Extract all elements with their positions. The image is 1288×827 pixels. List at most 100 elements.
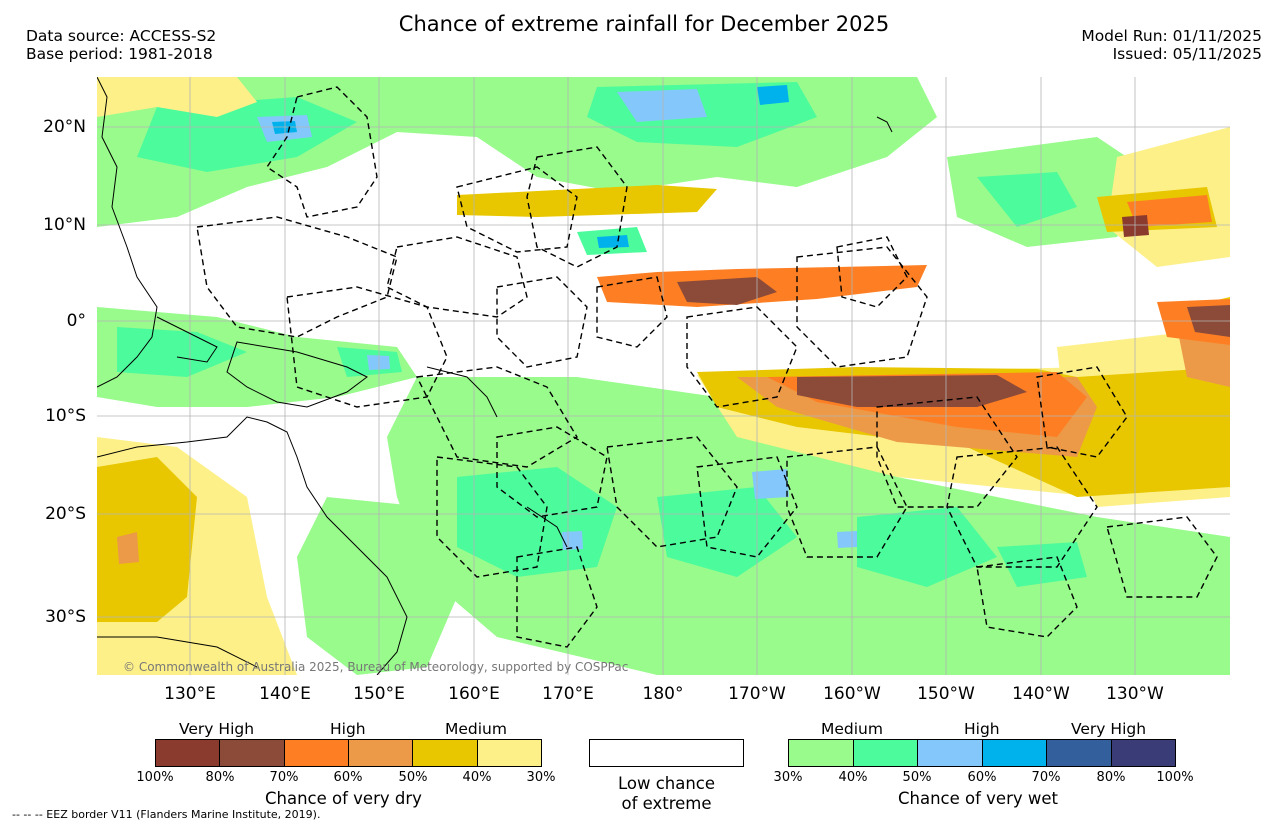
dry-region-sp-vhigh [797, 375, 1027, 407]
dry-tick-0: 100% [136, 770, 174, 785]
dry-tick-2: 70% [269, 770, 299, 785]
model-run: Model Run: 01/11/2025 [1081, 27, 1262, 45]
dry-tick-1: 80% [205, 770, 235, 785]
lon-label-170e: 170°E [542, 684, 594, 704]
eez-pitcairn [1106, 516, 1218, 598]
wet-swatch-2 [853, 740, 918, 766]
dry-swatch-2 [220, 740, 285, 766]
wet-swatch-4 [982, 740, 1047, 766]
wet-tick-3: 60% [967, 770, 997, 785]
header-left: Data source: ACCESS-S2 Base period: 1981… [26, 27, 216, 63]
wet-tick-5: 80% [1096, 770, 1126, 785]
base-period: Base period: 1981-2018 [26, 45, 213, 63]
lon-label-160e: 160°E [448, 684, 500, 704]
lon-label-140w: 140°W [1012, 684, 1070, 704]
wet-region-n-central-high [617, 89, 707, 122]
dry-swatch-4 [348, 740, 414, 766]
eez-marshall-north [456, 166, 578, 253]
wet-region-maritime-med [117, 327, 247, 377]
lat-label-10s: 10°S [45, 406, 86, 426]
eez-fiji [606, 436, 738, 548]
wet-regions [97, 77, 1230, 675]
lat-label-20s: 20°S [45, 504, 86, 524]
wet-region-sp-med-1 [457, 467, 617, 577]
wet-swatch-6 [1111, 740, 1175, 766]
low-chance-swatch [589, 739, 744, 767]
dry-heading-medium: Medium [445, 720, 507, 738]
lon-label-130e: 130°E [164, 684, 216, 704]
dry-tick-4: 50% [398, 770, 428, 785]
eez-french-polynesia-north [876, 396, 1018, 508]
land-outlines [97, 77, 893, 675]
issued-date: Issued: 05/11/2025 [1112, 45, 1262, 63]
wet-region-nw-vhigh [272, 121, 297, 134]
wet-heading-medium: Medium [821, 720, 883, 738]
australia-outline [97, 416, 408, 675]
low-swatch [590, 740, 743, 766]
lon-label-150e: 150°E [353, 684, 405, 704]
wet-region-sp-med-3 [857, 507, 997, 587]
eez-fsm-west [196, 216, 398, 338]
dry-regions [97, 77, 1230, 675]
low-chance-caption: Low chance of extreme [589, 774, 744, 814]
wet-swatch-1 [789, 740, 854, 766]
lon-label-140e: 140°E [259, 684, 311, 704]
eez-palau-guam [266, 86, 378, 218]
eez-nauru [496, 276, 588, 368]
dry-region-n-band [457, 185, 717, 217]
eez-kiribati-gilbert [596, 276, 668, 348]
wet-swatch-5 [1047, 740, 1112, 766]
lon-label-150w: 150°W [917, 684, 975, 704]
eez-solomon [415, 366, 578, 468]
copyright-notice: © Commonwealth of Australia 2025, Bureau… [123, 660, 628, 674]
dry-heading-high: High [330, 720, 366, 738]
lat-label-10n: 10°N [43, 215, 86, 235]
dry-region-ne-vhigh [1122, 215, 1149, 237]
eez-png [286, 286, 448, 408]
wet-tick-0: 30% [773, 770, 803, 785]
wet-region-png-high [367, 355, 390, 370]
eez-austral [976, 556, 1078, 638]
wet-region-n-central-vhigh [757, 85, 789, 105]
low-caption-line1: Low chance [617, 774, 716, 793]
eez-tonga-samoa [696, 456, 798, 558]
lat-label-20n: 20°N [43, 117, 86, 137]
wet-region-sp-high-3 [837, 531, 857, 548]
lon-label-170w: 170°W [728, 684, 786, 704]
eez-french-polynesia-central [946, 446, 1098, 568]
eez-footnote: -- -- -- EEZ border V11 (Flanders Marine… [12, 808, 321, 821]
wet-tick-2: 50% [902, 770, 932, 785]
dry-swatch-1 [156, 740, 221, 766]
dry-swatch-6 [477, 740, 541, 766]
wet-region-south-pacific [387, 377, 1230, 675]
wet-tick-4: 70% [1031, 770, 1061, 785]
eez-kiribati-line [796, 246, 928, 368]
wet-swatch-3 [918, 740, 983, 766]
eez-marquesas [1036, 366, 1128, 458]
lat-label-equator: 0° [66, 311, 86, 331]
eez-fsm-central [386, 236, 528, 318]
wet-region-coral-sea [297, 497, 457, 675]
lon-label-160w: 160°W [823, 684, 881, 704]
eez-kiribati-phoenix [686, 306, 798, 408]
lat-label-30s: 30°S [45, 607, 86, 627]
dry-tick-6: 30% [526, 770, 556, 785]
hawaii-outline [876, 116, 893, 133]
dry-region-australia-high [117, 532, 139, 564]
wet-region-ne-med [977, 172, 1077, 227]
new-guinea-outline [226, 341, 368, 408]
dry-region-ne-high [1127, 195, 1212, 227]
dry-heading-very-high: Very High [179, 720, 255, 738]
dry-swatch-3 [284, 740, 349, 766]
dry-tick-5: 40% [462, 770, 492, 785]
wet-region-small-vhigh [597, 235, 629, 248]
eez-tuvalu [496, 426, 608, 518]
eez-vanuatu [436, 456, 548, 578]
eez-marshall-south [526, 146, 628, 268]
header-right: Model Run: 01/11/2025 Issued: 05/11/2025 [1081, 27, 1262, 63]
wet-colorbar [788, 739, 1176, 767]
data-source: Data source: ACCESS-S2 [26, 27, 217, 45]
wet-tick-1: 40% [838, 770, 868, 785]
lon-label-180: 180° [642, 684, 684, 704]
map-title: Chance of extreme rainfall for December … [398, 12, 890, 36]
